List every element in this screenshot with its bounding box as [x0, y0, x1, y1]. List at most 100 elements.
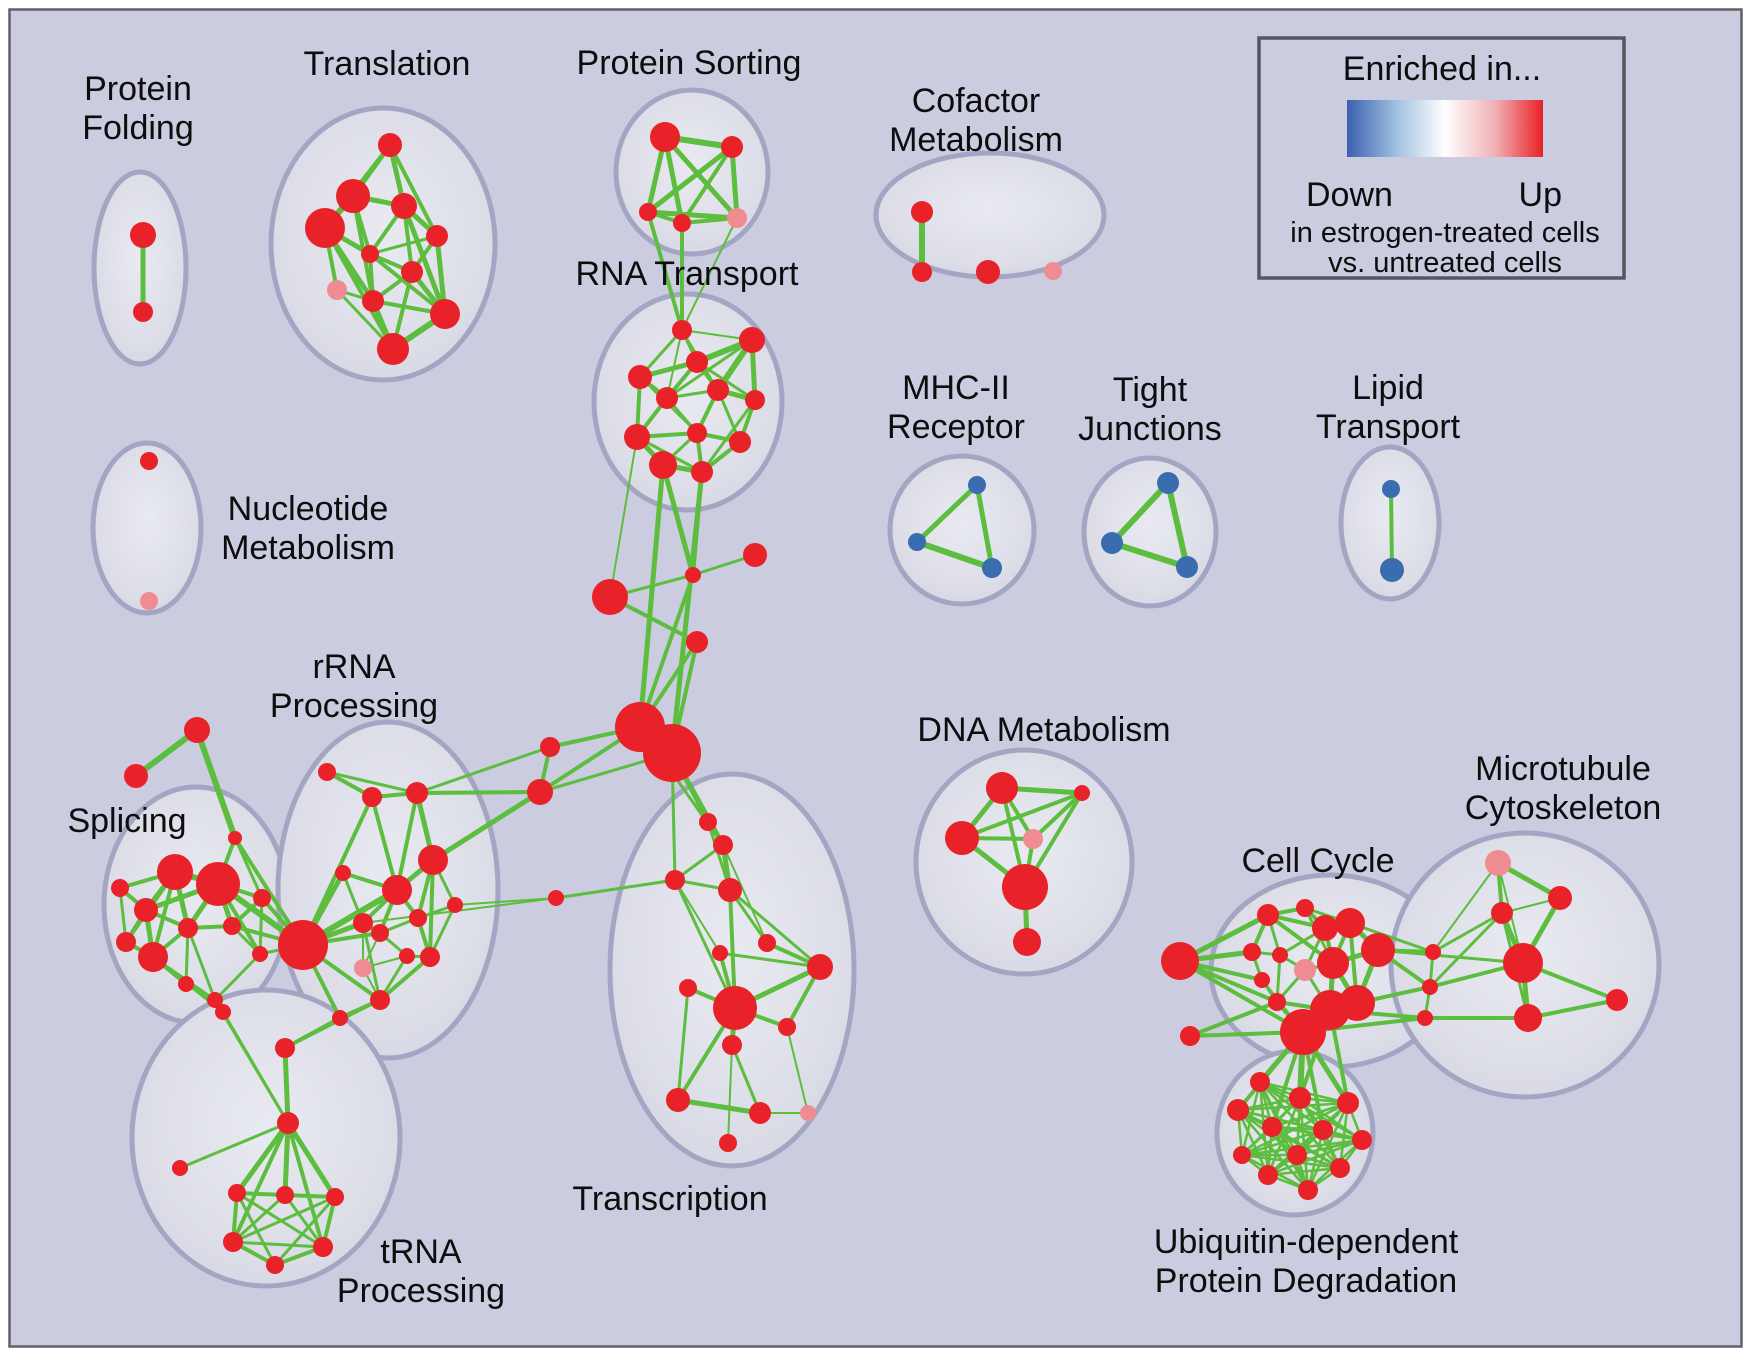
node-cell_cycle-17 — [1422, 979, 1438, 995]
legend-gradient-bar — [1347, 100, 1543, 157]
node-dna-3 — [1023, 829, 1043, 849]
node-transcription-16 — [679, 979, 697, 997]
node-rna_transport-0 — [672, 320, 692, 340]
transcription-edge — [730, 1043, 762, 1115]
node-dna-1 — [1074, 785, 1090, 801]
node-microtubule-3 — [1503, 943, 1543, 983]
node-rrna-2 — [406, 782, 428, 804]
trna-edge — [283, 1193, 325, 1249]
inter-cluster-edge — [637, 462, 666, 730]
node-microtubule-0 — [1485, 850, 1511, 876]
node-cell_cycle-8 — [1272, 947, 1288, 963]
ubiquitin-mesh-edge — [1270, 1101, 1350, 1129]
microtubule-label: Microtubule Cytoskeleton — [1465, 750, 1662, 827]
inter-cluster-edge — [1431, 911, 1504, 954]
legend-up-label: Up — [1519, 176, 1562, 214]
node-rna_transport-7 — [624, 424, 650, 450]
node-cell_cycle-11 — [1317, 947, 1349, 979]
node-rna_transport-5 — [707, 379, 729, 401]
node-trna-2 — [228, 1184, 246, 1202]
node-translation-10 — [377, 333, 409, 365]
ubiquitin-mesh-edge — [1240, 1128, 1325, 1157]
legend-caption-line1: in estrogen-treated cells — [1290, 217, 1600, 249]
legend-down-label: Down — [1306, 176, 1393, 214]
cofactor-ellipse — [873, 150, 1107, 280]
node-trna-4 — [326, 1188, 344, 1206]
inter-cluster-edge — [430, 789, 543, 863]
tight-label: Tight Junctions — [1078, 371, 1222, 448]
inter-cluster-edge — [660, 462, 696, 578]
protein_sorting-ellipse — [613, 87, 771, 257]
node-splicing-13 — [253, 889, 271, 907]
node-rrna-11 — [354, 959, 372, 977]
inter-cluster-edge — [646, 210, 684, 332]
node-tight-1 — [1101, 532, 1123, 554]
node-rna_transport-4 — [656, 387, 678, 409]
node-splicing-8 — [223, 917, 241, 935]
node-cell_cycle-15 — [1280, 1009, 1326, 1055]
node-rna_transport-3 — [628, 365, 652, 389]
dna-ellipse — [913, 747, 1135, 977]
rrna-edge — [370, 795, 399, 892]
node-transcription-1 — [685, 567, 701, 583]
node-dna-5 — [1013, 928, 1041, 956]
node-cell_cycle-7 — [1243, 943, 1261, 961]
legend: Enriched in... Down Up in estrogen-treat… — [1257, 36, 1626, 280]
node-protein_folding-1 — [133, 302, 153, 322]
node-rna_transport-1 — [739, 327, 765, 353]
node-transcription-18 — [722, 1035, 742, 1055]
node-splicing-1 — [124, 764, 148, 788]
node-protein_sorting-3 — [673, 214, 691, 232]
node-transcription-20 — [666, 1088, 690, 1112]
rrna-edge — [428, 858, 435, 959]
nodes-layer — [111, 122, 1628, 1274]
node-translation-1 — [336, 179, 370, 213]
protein_sorting-edge — [680, 145, 734, 225]
node-rrna-4 — [382, 875, 412, 905]
node-cell_cycle-2 — [1257, 904, 1279, 926]
node-lipid-1 — [1380, 558, 1404, 582]
nucleotide-ellipse — [90, 440, 204, 616]
node-transcription-14 — [758, 934, 776, 952]
translation-edge — [368, 252, 447, 316]
mhc-edge — [914, 539, 995, 571]
cluster-labels-layer: Protein Folding Translation Protein Sorting… — [67, 44, 1661, 1310]
node-ubiquitin-5 — [1313, 1120, 1333, 1140]
rrna-edge — [325, 770, 419, 795]
node-translation-2 — [391, 193, 417, 219]
trna-edge — [235, 1191, 277, 1267]
node-translation-0 — [378, 133, 402, 157]
node-trna-3 — [276, 1186, 294, 1204]
node-cofactor-1 — [912, 262, 932, 282]
node-cell_cycle-10 — [1254, 972, 1270, 988]
node-transcription-9 — [699, 813, 717, 831]
trna-label: tRNA Processing — [337, 1233, 505, 1310]
ubiquitin-mesh-edge — [1236, 1108, 1270, 1177]
node-transcription-19 — [778, 1018, 796, 1036]
node-splicing-12 — [252, 946, 268, 962]
node-tight-2 — [1176, 556, 1198, 578]
node-ubiquitin-11 — [1298, 1180, 1318, 1200]
node-translation-4 — [426, 225, 448, 247]
ubiquitin-label: Ubiquitin-dependent Protein Degradation — [1154, 1223, 1459, 1300]
trna-edge — [234, 1120, 291, 1196]
node-rrna-9 — [447, 897, 463, 913]
node-protein_folding-0 — [130, 222, 156, 248]
node-rrna-0 — [318, 763, 336, 781]
node-translation-7 — [327, 280, 347, 300]
node-rna_transport-8 — [687, 423, 707, 443]
node-transcription-8 — [548, 890, 564, 906]
node-ubiquitin-6 — [1352, 1130, 1372, 1150]
node-splicing-7 — [178, 918, 198, 938]
ubiquitin-mesh-edge — [1236, 1101, 1350, 1112]
tight-edge — [1109, 480, 1171, 546]
rna_transport-edge — [666, 329, 683, 399]
transcription-edge — [786, 1026, 809, 1114]
rna_transport-edge — [695, 360, 757, 402]
node-trna-0 — [277, 1112, 299, 1134]
node-rna_transport-9 — [729, 431, 751, 453]
node-splicing-2 — [228, 831, 242, 845]
node-transcription-15 — [807, 954, 833, 980]
node-splicing-10 — [138, 942, 168, 972]
node-rrna-8 — [371, 924, 389, 942]
